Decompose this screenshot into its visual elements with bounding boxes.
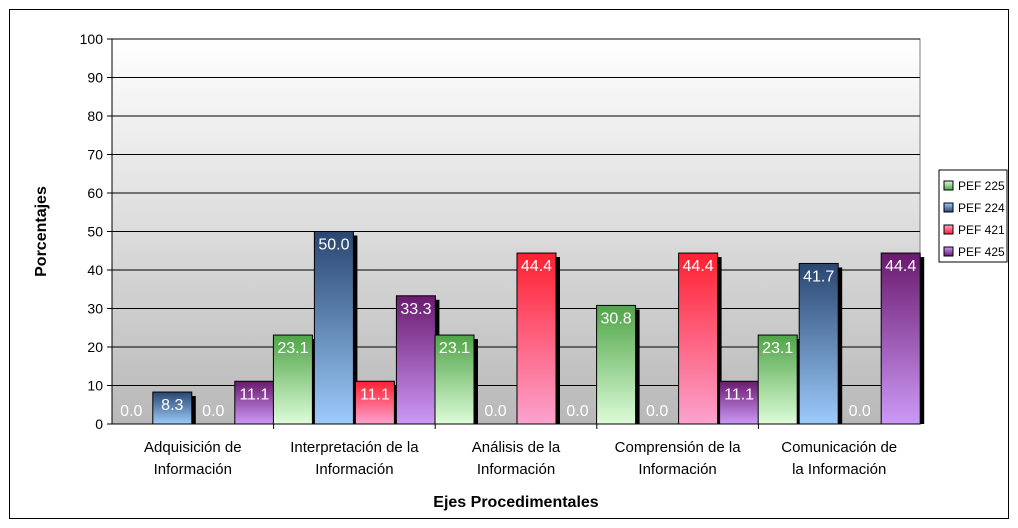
- data-label: 11.1: [724, 386, 754, 403]
- bar: [678, 252, 719, 425]
- category-label: la Información: [792, 461, 886, 478]
- bar: [313, 231, 354, 425]
- data-label: 44.4: [885, 258, 916, 275]
- bar: [434, 334, 475, 425]
- data-label: 0.0: [202, 403, 224, 420]
- x-axis-title: Ejes Procedimentales: [433, 494, 599, 511]
- category-label: Adquisición de: [144, 439, 242, 456]
- bar: [395, 295, 436, 425]
- category-label: Interpretación de la: [290, 439, 419, 456]
- category-label: Análisis de la: [472, 439, 561, 456]
- y-tick-label: 100: [80, 31, 104, 47]
- data-label: 23.1: [277, 340, 308, 357]
- bar: [757, 334, 798, 425]
- data-label: 23.1: [439, 340, 470, 357]
- bar: [880, 252, 921, 425]
- legend-label: PEF 225: [958, 179, 1005, 193]
- legend-label: PEF 421: [958, 223, 1005, 237]
- category-label: Información: [638, 461, 716, 478]
- data-label: 30.8: [601, 310, 632, 327]
- data-label: 0.0: [120, 403, 142, 420]
- bar: [596, 304, 637, 425]
- legend-swatch: [943, 180, 954, 191]
- data-label: 0.0: [484, 403, 506, 420]
- bar: [152, 391, 193, 425]
- data-label: 23.1: [762, 340, 793, 357]
- category-label: Comunicación de: [781, 439, 897, 456]
- data-label: 8.3: [161, 397, 183, 414]
- data-label: 41.7: [803, 268, 834, 285]
- data-label: 33.3: [400, 301, 431, 318]
- legend-label: PEF 224: [958, 201, 1005, 215]
- category-label: Información: [315, 461, 393, 478]
- data-label: 11.1: [360, 386, 390, 403]
- legend-swatch: [943, 202, 954, 213]
- bar: [516, 252, 557, 425]
- data-label: 44.4: [521, 258, 552, 275]
- data-label: 0.0: [566, 403, 588, 420]
- y-tick-label: 40: [87, 262, 103, 278]
- y-tick-label: 70: [87, 147, 103, 163]
- bar: [272, 334, 313, 425]
- y-axis-title: Porcentajes: [33, 186, 50, 277]
- legend-swatch: [943, 246, 954, 257]
- y-tick-label: 10: [87, 378, 103, 394]
- data-label: 44.4: [683, 258, 714, 275]
- category-label: Información: [154, 461, 232, 478]
- y-tick-label: 80: [87, 108, 103, 124]
- bar: [234, 380, 275, 425]
- y-tick-label: 60: [87, 185, 103, 201]
- y-tick-label: 50: [87, 224, 103, 240]
- data-label: 0.0: [849, 403, 871, 420]
- y-tick-label: 20: [87, 339, 103, 355]
- bar: [798, 262, 839, 425]
- legend-label: PEF 425: [958, 245, 1005, 259]
- data-label: 50.0: [318, 237, 349, 254]
- y-tick-label: 30: [87, 301, 103, 317]
- category-label: Información: [477, 461, 555, 478]
- data-label: 0.0: [646, 403, 668, 420]
- data-label: 11.1: [239, 386, 269, 403]
- y-tick-label: 0: [95, 416, 103, 432]
- bar: [354, 380, 395, 425]
- y-tick-label: 90: [87, 70, 103, 86]
- bar: [719, 380, 760, 425]
- legend-swatch: [943, 224, 954, 235]
- category-label: Comprensión de la: [615, 439, 742, 456]
